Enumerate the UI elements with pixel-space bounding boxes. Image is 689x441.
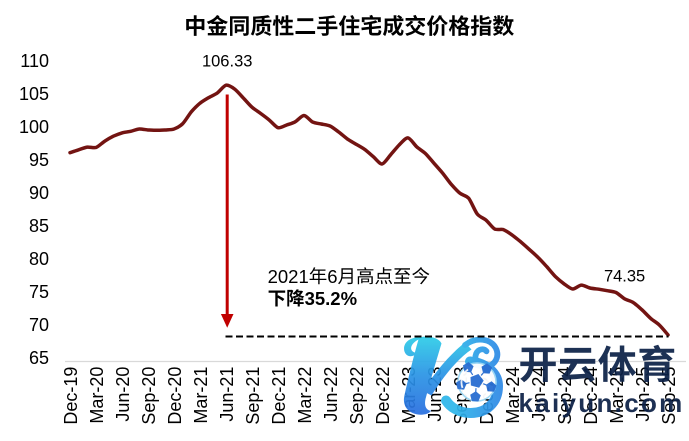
svg-text:110: 110 (20, 51, 49, 71)
svg-text:6: 6 (327, 266, 337, 287)
svg-text:85: 85 (29, 216, 49, 236)
svg-text:Jun-20: Jun-20 (113, 367, 133, 422)
svg-text:Mar-24: Mar-24 (503, 367, 523, 424)
svg-text:Dec-22: Dec-22 (373, 367, 393, 425)
svg-text:100: 100 (19, 117, 49, 137)
svg-text:106.33: 106.33 (202, 52, 252, 70)
svg-text:Dec-20: Dec-20 (165, 367, 185, 425)
svg-text:Dec-24: Dec-24 (581, 367, 601, 425)
svg-text:105: 105 (19, 84, 49, 104)
svg-text:70: 70 (29, 315, 49, 335)
svg-text:Sep-22: Sep-22 (347, 367, 367, 425)
svg-text:75: 75 (29, 282, 49, 302)
svg-text:Dec-19: Dec-19 (61, 367, 81, 425)
svg-text:90: 90 (29, 183, 49, 203)
svg-text:80: 80 (29, 249, 49, 269)
svg-text:2021: 2021 (268, 266, 309, 287)
svg-text:95: 95 (29, 150, 49, 170)
svg-text:35.2%: 35.2% (305, 288, 357, 309)
svg-text:Mar-21: Mar-21 (191, 367, 211, 424)
svg-text:Mar-20: Mar-20 (87, 367, 107, 424)
svg-text:74.35: 74.35 (604, 267, 645, 285)
svg-text:Sep-20: Sep-20 (139, 367, 159, 425)
svg-text:Dec-21: Dec-21 (269, 367, 289, 425)
svg-text:65: 65 (29, 348, 49, 368)
svg-text:Sep-21: Sep-21 (243, 367, 263, 425)
svg-text:kaiyun.com: kaiyun.com (519, 388, 685, 418)
svg-text:Jun-22: Jun-22 (321, 367, 341, 422)
svg-text:Sep-24: Sep-24 (555, 367, 575, 425)
svg-text:Jun-21: Jun-21 (217, 367, 237, 422)
svg-text:Mar-22: Mar-22 (295, 367, 315, 424)
